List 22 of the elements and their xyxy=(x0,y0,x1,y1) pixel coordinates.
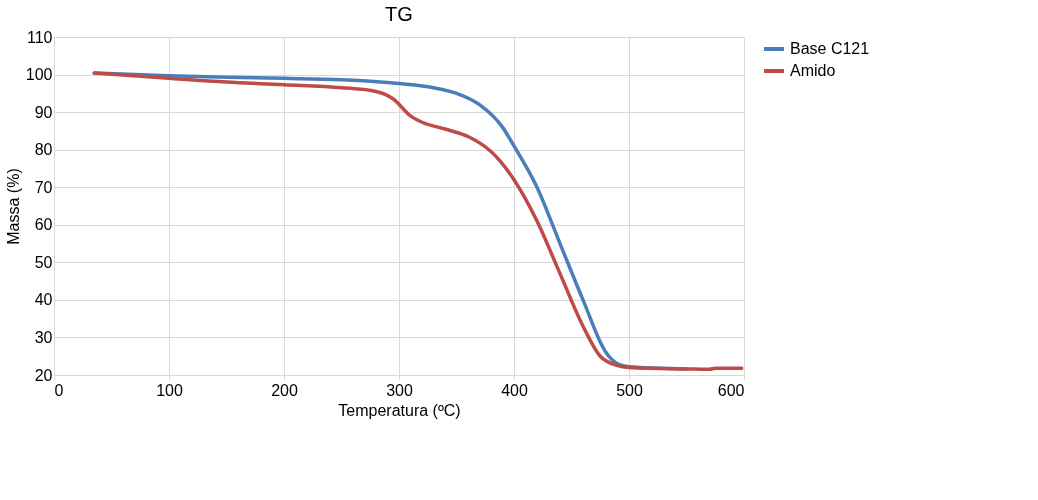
x-tick-label: 500 xyxy=(616,381,643,399)
y-tick-label: 70 xyxy=(34,178,53,196)
y-tick-label: 60 xyxy=(34,216,53,234)
legend-label: Amido xyxy=(790,62,836,79)
x-tick-label: 0 xyxy=(54,381,64,399)
legend-label: Base C121 xyxy=(790,40,870,57)
chart-title: TG xyxy=(385,3,413,25)
x-axis-title: Temperatura (ºC) xyxy=(338,401,461,419)
x-tick-label: 300 xyxy=(386,381,413,399)
y-tick-label: 100 xyxy=(25,66,53,84)
y-tick-label: 40 xyxy=(34,291,53,309)
y-tick-label: 90 xyxy=(34,103,53,121)
y-tick-label: 20 xyxy=(34,366,53,384)
x-tick-label: 600 xyxy=(717,381,745,399)
y-tick-label: 110 xyxy=(26,28,53,46)
x-tick-label: 400 xyxy=(501,381,528,399)
y-axis-title: Massa (%) xyxy=(4,168,22,245)
y-tick-label: 30 xyxy=(34,328,53,346)
x-tick-label: 200 xyxy=(271,381,298,399)
x-tick-label: 100 xyxy=(156,381,183,399)
y-tick-label: 50 xyxy=(34,253,53,271)
y-tick-label: 80 xyxy=(34,141,53,159)
